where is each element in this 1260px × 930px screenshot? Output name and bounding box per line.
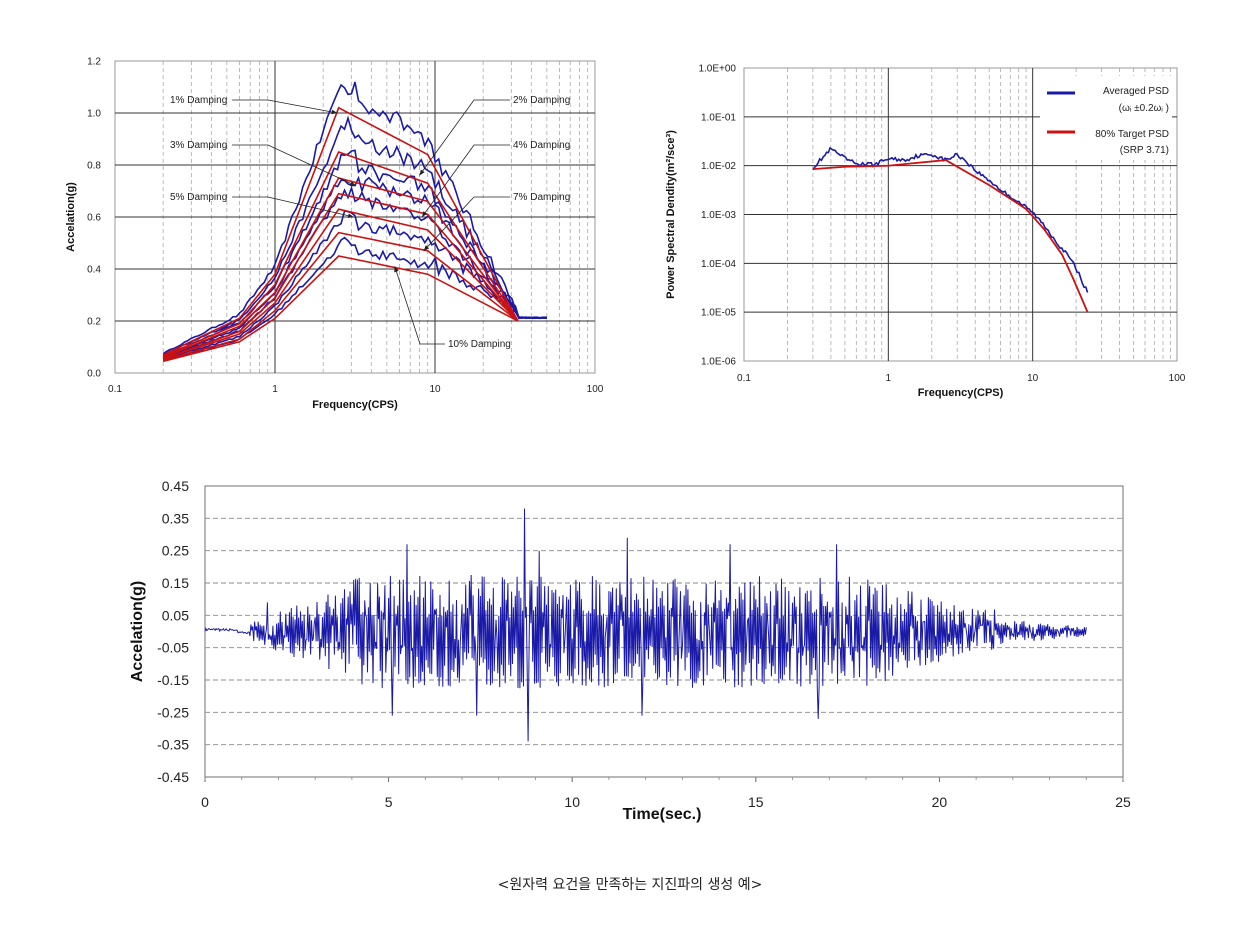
acceleration-time-history-chart: 0.45 0.35 0.25 0.15 0.05 -0.05 -0.15 -0.25 -0.35… [129, 478, 1131, 823]
target-spectrum-line [162, 106, 519, 356]
annotation-leader-line [419, 99, 510, 176]
annotation-leader-line [421, 144, 510, 218]
x-axis-label: Time(sec.) [623, 806, 702, 823]
spectrum-line [162, 81, 547, 355]
y-tick-label: 0.4 [87, 265, 101, 276]
damping-annotation: 4% Damping [513, 140, 570, 151]
legend-box [1040, 76, 1172, 160]
x-tick-label: 15 [748, 794, 764, 810]
y-tick-label: 0.35 [162, 510, 189, 526]
psd-chart: 1.0E-06 1.0E-05 1.0E-04 1.0E-03 1.0E-02 1.0E-… [665, 64, 1186, 400]
annotation-leader-line [232, 99, 338, 114]
annotation-leader-line [232, 196, 354, 218]
y-tick-label: 1.0E-01 [701, 112, 736, 123]
y-tick-label: 0.05 [162, 607, 189, 623]
y-tick-label: 0.6 [87, 213, 101, 224]
y-axis-label: Accelation(g) [65, 182, 77, 252]
annotation-leader-line [232, 144, 356, 187]
x-tick-label: 5 [385, 794, 393, 810]
y-tick-label: 1.0 [87, 109, 101, 120]
figure-caption: <원자력 요건을 만족하는 지진파의 생성 예> [497, 877, 763, 893]
damping-annotation: 2% Damping [513, 95, 570, 106]
legend-label-target: 80% Target PSD [1095, 129, 1169, 140]
x-axis-label: Frequency(CPS) [918, 387, 1004, 399]
legend-label-averaged: Averaged PSD [1103, 86, 1169, 97]
y-tick-label: 1.0E-03 [701, 210, 736, 221]
y-tick-label: 1.0E-04 [701, 259, 736, 270]
x-tick-label: 100 [1169, 373, 1186, 384]
y-tick-label: 1.0E-06 [701, 357, 736, 368]
x-tick-label: 20 [932, 794, 948, 810]
legend-sub-averaged: (ωᵢ ±0.2ωᵢ ) [1119, 103, 1169, 114]
y-tick-label: 0.0 [87, 369, 101, 380]
y-tick-label: -0.35 [157, 737, 189, 753]
annotation-leader-line [394, 266, 445, 345]
annotation-arrowhead [422, 211, 428, 217]
x-tick-label: 1 [272, 384, 278, 395]
annotation-arrowhead [394, 266, 399, 273]
target-spectrum-line [162, 255, 519, 363]
x-tick-label: 10 [429, 384, 441, 395]
response-spectrum-chart: 0.0 0.2 0.4 0.6 0.8 1.0 1.2 0.1 1 10 100 Frequency(… [65, 57, 604, 412]
x-axis-label: Frequency(CPS) [312, 399, 398, 411]
x-tick-label: 10 [1027, 373, 1039, 384]
target-spectrum-line [162, 151, 519, 357]
damping-annotation: 7% Damping [513, 192, 570, 203]
y-tick-label: -0.25 [157, 704, 189, 720]
y-tick-label: 1.0E+00 [698, 64, 736, 75]
annotation-arrowhead [331, 109, 338, 115]
y-tick-label: 0.8 [87, 161, 101, 172]
averaged-psd-line [812, 146, 1089, 293]
acceleration-line [204, 508, 1087, 742]
y-axis-label: Accelation(g) [129, 581, 146, 682]
target-spectrum-line [162, 192, 519, 360]
target-psd-line [812, 159, 1089, 313]
x-tick-label: 0 [201, 794, 209, 810]
x-tick-label: 0.1 [108, 384, 122, 395]
x-tick-label: 25 [1115, 794, 1131, 810]
y-tick-label: -0.05 [157, 640, 189, 656]
y-tick-label: 0.2 [87, 317, 101, 328]
y-tick-label: -0.45 [157, 769, 189, 785]
damping-annotation: 5% Damping [170, 192, 227, 203]
damping-annotation: 3% Damping [170, 140, 227, 151]
chart-canvas: 0.00.20.40.60.81.01.20.1 1 10 100Frequency(… [65, 57, 1186, 824]
annotation-arrowhead [419, 169, 425, 176]
x-tick-label: 1 [886, 373, 892, 384]
annotation-arrowhead [349, 181, 356, 186]
target-spectrum-line [162, 208, 519, 360]
spectrum-line [162, 210, 547, 361]
y-tick-label: 0.15 [162, 575, 189, 591]
annotation-arrowhead [347, 213, 354, 219]
y-tick-label: -0.15 [157, 672, 189, 688]
x-tick-label: 0.1 [737, 373, 751, 384]
damping-annotation: 1% Damping [170, 95, 227, 106]
x-tick-label: 100 [587, 384, 604, 395]
annotation-arrowhead [423, 245, 430, 251]
x-tick-label: 10 [564, 794, 580, 810]
target-spectrum-line [162, 231, 519, 361]
damping-annotation: 10% Damping [448, 339, 511, 350]
y-tick-label: 1.0E-02 [701, 161, 736, 172]
annotation-leader-line [423, 196, 510, 252]
legend-sub-target: (SRP 3.71) [1120, 145, 1169, 156]
y-axis-label: Power Spectral Dendity(m²/sce³) [665, 130, 677, 299]
target-spectrum-line [162, 177, 519, 359]
y-tick-label: 1.0E-05 [701, 308, 736, 319]
y-tick-label: 0.45 [162, 478, 189, 494]
y-tick-label: 0.25 [162, 543, 189, 559]
y-tick-label: 1.2 [87, 57, 101, 68]
